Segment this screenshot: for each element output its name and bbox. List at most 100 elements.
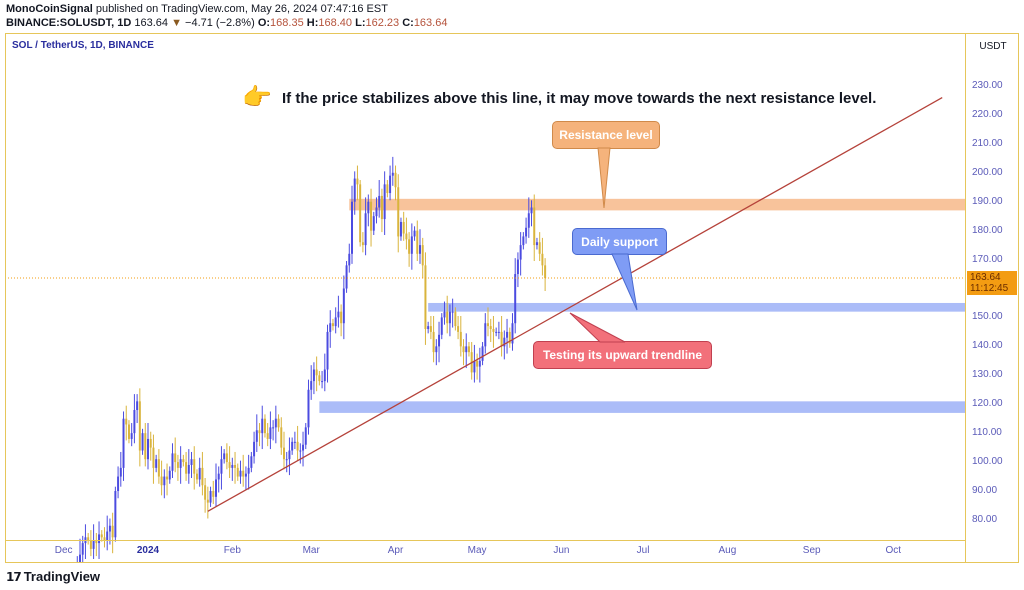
candle-body — [380, 195, 383, 220]
candle-body — [152, 447, 155, 468]
price-chart[interactable] — [5, 33, 1019, 563]
candle-body — [372, 216, 375, 231]
candle-body — [215, 479, 217, 497]
candle-body — [223, 453, 226, 460]
candle-body — [443, 311, 446, 318]
candle-body — [375, 207, 378, 217]
candle-body — [119, 467, 122, 477]
candle-body — [413, 230, 416, 237]
candle-body — [457, 326, 460, 332]
candle-body — [435, 346, 438, 353]
candle-body — [454, 311, 457, 327]
candle-body — [283, 447, 285, 460]
candle-body — [394, 172, 397, 188]
candle-body — [242, 470, 245, 477]
candle-body — [204, 485, 207, 500]
candle-body — [239, 470, 242, 477]
candle-body — [353, 178, 356, 202]
candle-body — [108, 525, 111, 532]
time-tick-label: 2024 — [136, 545, 160, 556]
candle-body — [429, 326, 432, 332]
candle-body — [114, 491, 117, 538]
candle-body — [348, 253, 351, 266]
last-price: 163.64 — [134, 17, 169, 29]
candle-body — [147, 438, 149, 460]
candle-body — [408, 239, 411, 254]
candle-body — [125, 418, 128, 425]
candle-body — [331, 323, 334, 327]
candle-body — [225, 453, 228, 463]
candle-body — [525, 227, 528, 237]
candle-body — [106, 531, 109, 541]
candle-body — [288, 450, 291, 460]
candle-body — [263, 418, 266, 434]
low-label: L: — [355, 17, 366, 29]
candle-body — [195, 473, 198, 480]
publish-info: MonoCoinSignal published on TradingView.… — [6, 3, 388, 15]
candle-body — [342, 288, 345, 324]
candle-body — [133, 410, 136, 434]
candle-body — [323, 369, 326, 382]
price-tick-label: 190.00 — [972, 195, 1003, 207]
candle-body — [533, 207, 536, 246]
candle-body — [217, 473, 220, 480]
time-tick-label: May — [467, 545, 487, 556]
author: MonoCoinSignal — [6, 3, 93, 15]
candle-body — [111, 525, 114, 538]
candle-body — [473, 360, 476, 373]
candle-body — [448, 311, 451, 324]
candle-body — [261, 418, 264, 434]
candle-body — [522, 236, 525, 246]
candle-body — [503, 337, 506, 347]
candle-body — [302, 444, 305, 451]
candle-body — [236, 467, 239, 477]
candle-body — [500, 331, 503, 347]
time-tick-label: Jul — [636, 545, 650, 556]
candle-body — [293, 441, 296, 443]
currency-label[interactable]: USDT — [970, 37, 1016, 57]
price-tick-label: 130.00 — [972, 369, 1003, 381]
candle-body — [160, 476, 163, 486]
candle-body — [234, 464, 237, 468]
candle-body — [478, 360, 481, 367]
ohlc-bar: BINANCE:SOLUSDT, 1D 163.64 ▼ −4.71 (−2.8… — [6, 17, 447, 29]
candle-body — [209, 491, 212, 503]
candle-body — [187, 464, 190, 474]
candle-body — [269, 427, 272, 439]
price-tick-label: 80.00 — [972, 513, 998, 525]
pointing-hand-icon: 👉 — [242, 84, 272, 111]
candle-body — [519, 245, 522, 260]
open-value: 168.35 — [270, 17, 304, 29]
candle-body — [79, 554, 81, 563]
price-change: −4.71 (−2.8%) — [185, 17, 255, 29]
price-tick-label: 170.00 — [972, 253, 1003, 265]
candle-body — [361, 242, 364, 246]
candle-body — [487, 323, 489, 327]
current-price-tag: 163.64 11:12:45 — [967, 271, 1017, 295]
candle-body — [419, 245, 421, 254]
candle-body — [89, 540, 92, 549]
candle-body — [495, 331, 498, 333]
tv-logo-icon: 𝟭𝟳 — [6, 570, 22, 584]
candle-body — [253, 441, 256, 457]
candle-body — [277, 418, 280, 428]
price-tick-label: 150.00 — [972, 311, 1003, 323]
candle-body — [402, 221, 405, 234]
candle-body — [141, 433, 144, 451]
candle-body — [95, 540, 98, 544]
down-arrow-icon: ▼ — [171, 17, 182, 29]
time-tick-label: Feb — [223, 545, 241, 556]
candle-body — [130, 433, 133, 439]
candle-body — [198, 467, 201, 480]
candle-body — [391, 172, 394, 176]
candle-body — [389, 175, 392, 194]
candle-body — [462, 346, 465, 353]
candle-body — [171, 453, 174, 471]
candle-body — [231, 464, 234, 468]
low-value: 162.23 — [365, 17, 400, 29]
price-tick-label: 100.00 — [972, 456, 1003, 468]
candle-body — [315, 369, 318, 376]
upward-trendline — [207, 97, 943, 512]
price-tick-label: 110.00 — [972, 427, 1002, 439]
candle-body — [247, 467, 250, 474]
